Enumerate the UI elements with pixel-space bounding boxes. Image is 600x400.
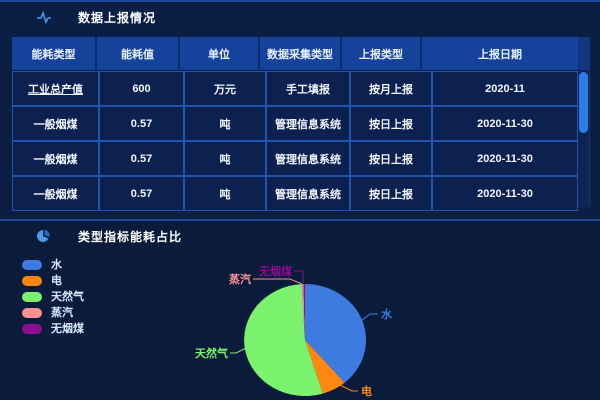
pie-legend: 水电天然气蒸汽无烟煤 xyxy=(22,260,84,340)
table-cell: 管理信息系统 xyxy=(267,177,349,210)
table-header-cell[interactable]: 单位 xyxy=(180,37,260,70)
table-cell: 2020-11-30 xyxy=(433,142,577,175)
pie-slice[interactable] xyxy=(305,340,345,394)
pie-stage: 水电天然气 蒸汽 无烟煤 xyxy=(0,221,600,400)
pie-slice[interactable] xyxy=(301,284,305,340)
report-panel-title: 数据上报情况 xyxy=(78,10,157,25)
report-table: 能耗类型 能耗值 单位 数据采集类型 上报类型 上报日期 工业总产值 600 万元 手工填报 按月… xyxy=(12,37,578,211)
legend-swatch xyxy=(22,324,42,334)
legend-label: 无烟煤 xyxy=(51,323,84,335)
table-cell: 吨 xyxy=(185,142,265,175)
legend-swatch xyxy=(22,276,42,286)
table-cell: 手工填报 xyxy=(267,72,349,105)
legend-item[interactable]: 电 xyxy=(22,275,84,287)
table-header-gutter xyxy=(578,37,590,70)
table-cell: 按日上报 xyxy=(351,177,431,210)
table-cell: 管理信息系统 xyxy=(267,107,349,140)
pie-label-leader xyxy=(335,382,358,392)
legend-label: 天然气 xyxy=(51,291,84,303)
table-header-cell[interactable]: 上报类型 xyxy=(342,37,422,70)
report-table-body: 工业总产值 600 万元 手工填报 按月上报 2020-11 一般烟煤 0.57 吨管理信息系统… xyxy=(12,71,578,211)
table-cell: 按日上报 xyxy=(351,142,431,175)
table-cell: 2020-11-30 xyxy=(433,107,577,140)
table-scrollbar-thumb[interactable] xyxy=(579,72,588,133)
legend-item[interactable]: 水 xyxy=(22,259,84,271)
pie-slice[interactable] xyxy=(244,284,323,397)
pie-label-leader xyxy=(357,313,378,324)
pie-label: 无烟煤 xyxy=(259,266,292,278)
table-cell: 按日上报 xyxy=(351,107,431,140)
pie-chart-panel: 类型指标能耗占比 水电天然气 蒸汽 无烟煤 水电天然气 蒸汽 无烟煤 xyxy=(0,219,600,400)
report-panel: 数据上报情况 能耗类型 能耗值 单位 数据采集类型 上报类型 上报日期 工业总产值 600 万… xyxy=(0,0,600,211)
report-panel-titlebar: 数据上报情况 xyxy=(0,2,600,32)
legend-swatch xyxy=(22,308,42,318)
pie-slice[interactable] xyxy=(305,284,367,383)
table-cell: 工业总产值 xyxy=(13,72,98,105)
table-cell: 0.57 xyxy=(100,177,183,210)
pie-label-leader xyxy=(253,278,303,285)
table-cell: 2020-11 xyxy=(433,72,577,105)
legend-item[interactable]: 蒸汽 xyxy=(22,307,84,319)
pie-icon xyxy=(36,229,50,242)
pie-label: 电 xyxy=(361,386,372,398)
table-cell: 2020-11-30 xyxy=(433,177,577,210)
table-cell: 按月上报 xyxy=(351,72,431,105)
legend-swatch xyxy=(22,260,42,270)
pulse-icon xyxy=(37,10,51,24)
legend-label: 蒸汽 xyxy=(51,307,73,319)
table-cell: 一般烟煤 xyxy=(13,107,98,140)
table-cell: 600 xyxy=(100,72,183,105)
table-header-cell[interactable]: 能耗类型 xyxy=(12,37,97,70)
table-cell: 一般烟煤 xyxy=(13,142,98,175)
report-table-header: 能耗类型 能耗值 单位 数据采集类型 上报类型 上报日期 xyxy=(12,37,578,70)
table-header-cell[interactable]: 数据采集类型 xyxy=(260,37,342,70)
pie-panel-titlebar: 类型指标能耗占比 xyxy=(0,221,600,251)
table-cell: 0.57 xyxy=(100,107,183,140)
pie-label-leader xyxy=(294,270,304,283)
table-cell: 吨 xyxy=(185,177,265,210)
table-cell: 0.57 xyxy=(100,142,183,175)
legend-item[interactable]: 无烟煤 xyxy=(22,323,84,335)
table-header-cell[interactable]: 能耗值 xyxy=(97,37,180,70)
legend-label: 电 xyxy=(51,275,62,287)
pie-label-leader xyxy=(230,347,247,354)
pie-slice[interactable] xyxy=(303,283,306,340)
legend-label: 水 xyxy=(51,259,62,271)
legend-swatch xyxy=(22,292,42,302)
table-cell: 一般烟煤 xyxy=(13,177,98,210)
pie-panel-title: 类型指标能耗占比 xyxy=(78,229,183,244)
pie-label: 蒸汽 xyxy=(229,274,251,286)
table-cell: 吨 xyxy=(185,107,265,140)
table-header-cell[interactable]: 上报日期 xyxy=(478,48,522,61)
pie-label: 水 xyxy=(381,309,392,321)
pie-label: 天然气 xyxy=(195,348,228,360)
table-cell: 管理信息系统 xyxy=(267,142,349,175)
pie-chart xyxy=(230,270,378,397)
table-cell: 万元 xyxy=(185,72,265,105)
legend-item[interactable]: 天然气 xyxy=(22,291,84,303)
